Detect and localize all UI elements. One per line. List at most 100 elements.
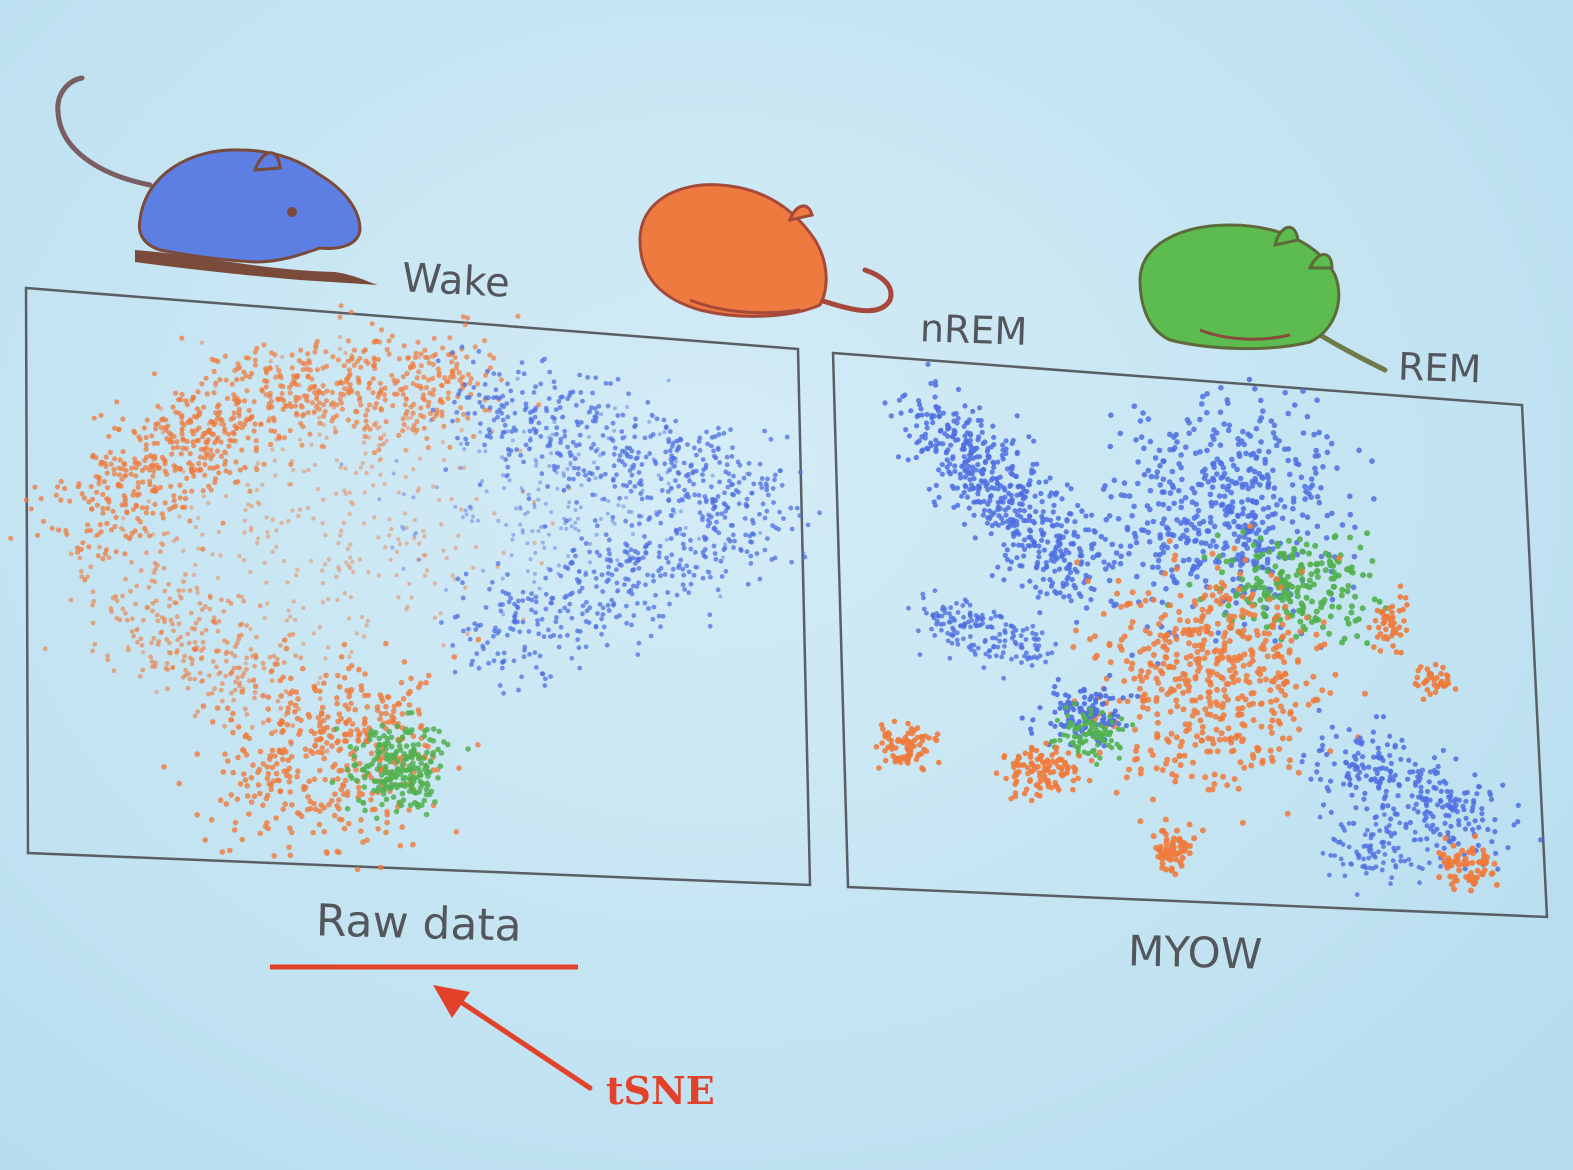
scatter-point-nrem bbox=[1165, 738, 1172, 745]
scatter-point-nrem bbox=[368, 750, 375, 757]
scatter-point-wake bbox=[762, 547, 768, 553]
scatter-point-wake bbox=[546, 627, 551, 633]
scatter-point-wake bbox=[817, 510, 823, 516]
scatter-point-wake bbox=[1040, 509, 1046, 515]
scatter-point-wake bbox=[1271, 485, 1278, 491]
scatter-point-rem bbox=[421, 797, 428, 804]
scatter-point-wake bbox=[612, 521, 617, 526]
scatter-point-wake bbox=[615, 376, 621, 382]
scatter-point-wake bbox=[507, 478, 512, 483]
scatter-point-wake bbox=[546, 566, 551, 571]
scatter-point-nrem bbox=[1198, 618, 1205, 625]
scatter-point-nrem bbox=[355, 738, 362, 744]
scatter-point-wake bbox=[1300, 388, 1306, 395]
scatter-point-wake bbox=[1098, 533, 1105, 540]
scatter-point-nrem bbox=[177, 482, 183, 488]
scatter-point-wake bbox=[1169, 567, 1175, 573]
scatter-point-rem bbox=[1257, 597, 1264, 603]
scatter-point-wake bbox=[480, 479, 485, 483]
scatter-point-nrem bbox=[200, 703, 207, 709]
scatter-point-nrem bbox=[453, 365, 459, 371]
scatter-point-wake bbox=[632, 484, 638, 489]
scatter-point-wake bbox=[987, 654, 992, 659]
scatter-point-wake bbox=[1194, 564, 1200, 570]
scatter-point-wake bbox=[619, 429, 625, 434]
scatter-point-nrem bbox=[410, 410, 416, 416]
scatter-point-nrem bbox=[99, 460, 105, 466]
scatter-point-nrem bbox=[183, 446, 189, 452]
scatter-point-nrem bbox=[382, 385, 388, 391]
scatter-point-nrem bbox=[222, 429, 228, 435]
scatter-point-nrem bbox=[335, 776, 341, 782]
scatter-point-nrem bbox=[112, 523, 118, 530]
scatter-point-wake bbox=[974, 445, 980, 451]
scatter-point-wake bbox=[390, 545, 395, 550]
scatter-point-nrem bbox=[354, 419, 360, 425]
scatter-point-wake bbox=[888, 413, 894, 419]
scatter-point-nrem bbox=[322, 562, 328, 567]
scatter-point-wake bbox=[967, 612, 973, 617]
scatter-point-wake bbox=[515, 605, 521, 611]
scatter-point-wake bbox=[487, 405, 493, 410]
scatter-point-wake bbox=[535, 618, 540, 623]
scatter-point-wake bbox=[947, 655, 953, 661]
scatter-point-nrem bbox=[280, 383, 286, 390]
scatter-point-wake bbox=[603, 471, 608, 477]
scatter-point-wake bbox=[506, 599, 512, 605]
scatter-point-nrem bbox=[431, 484, 436, 489]
scatter-point-wake bbox=[509, 397, 515, 403]
scatter-point-nrem bbox=[317, 432, 322, 437]
scatter-point-wake bbox=[946, 619, 952, 625]
scatter-point-nrem bbox=[1074, 559, 1081, 566]
scatter-point-rem bbox=[1328, 562, 1335, 569]
scatter-point-wake bbox=[606, 608, 612, 613]
scatter-point-nrem bbox=[400, 696, 407, 702]
scatter-point-wake bbox=[944, 422, 951, 428]
scatter-point-wake bbox=[721, 547, 727, 553]
scatter-point-wake bbox=[915, 628, 921, 634]
scatter-point-nrem bbox=[1255, 745, 1262, 752]
scatter-point-wake bbox=[464, 512, 469, 517]
scatter-point-nrem bbox=[1267, 687, 1274, 694]
scatter-point-nrem bbox=[229, 690, 234, 696]
scatter-point-nrem bbox=[289, 365, 295, 371]
scatter-point-wake bbox=[627, 479, 633, 485]
scatter-point-nrem bbox=[220, 698, 225, 704]
scatter-point-nrem bbox=[339, 406, 345, 412]
scatter-point-nrem bbox=[329, 418, 335, 424]
scatter-point-wake bbox=[1039, 499, 1045, 505]
scatter-point-wake bbox=[1000, 520, 1006, 526]
scatter-point-rem bbox=[426, 791, 433, 798]
scatter-point-rem bbox=[1223, 558, 1230, 565]
scatter-point-wake bbox=[1137, 418, 1144, 424]
scatter-point-nrem bbox=[305, 399, 311, 404]
scatter-point-rem bbox=[1221, 611, 1228, 618]
scatter-point-wake bbox=[645, 495, 650, 500]
scatter-point-nrem bbox=[193, 524, 199, 530]
scatter-point-nrem bbox=[338, 379, 344, 384]
scatter-point-wake bbox=[700, 549, 706, 555]
scatter-point-wake bbox=[584, 424, 590, 430]
scatter-point-wake bbox=[1021, 517, 1027, 524]
scatter-point-nrem bbox=[268, 359, 273, 364]
scatter-point-nrem bbox=[95, 553, 101, 559]
scatter-point-nrem bbox=[253, 655, 259, 661]
scatter-point-rem bbox=[1339, 586, 1346, 593]
scatter-point-nrem bbox=[1150, 596, 1157, 603]
scatter-point-wake bbox=[592, 518, 598, 523]
scatter-point-wake bbox=[567, 450, 573, 455]
scatter-point-wake bbox=[544, 408, 550, 414]
scatter-point-wake bbox=[674, 459, 678, 464]
scatter-point-wake bbox=[1033, 631, 1039, 637]
scatter-point-wake bbox=[481, 568, 486, 573]
scatter-point-wake bbox=[681, 545, 687, 551]
scatter-point-nrem bbox=[274, 761, 280, 767]
scatter-point-nrem bbox=[1186, 821, 1193, 828]
scatter-point-nrem bbox=[1136, 685, 1143, 692]
scatter-point-wake bbox=[1133, 539, 1140, 546]
scatter-point-wake bbox=[556, 399, 562, 404]
scatter-point-nrem bbox=[408, 675, 414, 682]
scatter-point-nrem bbox=[346, 616, 352, 621]
scatter-point-nrem bbox=[1297, 628, 1304, 635]
scatter-point-wake bbox=[985, 487, 991, 493]
